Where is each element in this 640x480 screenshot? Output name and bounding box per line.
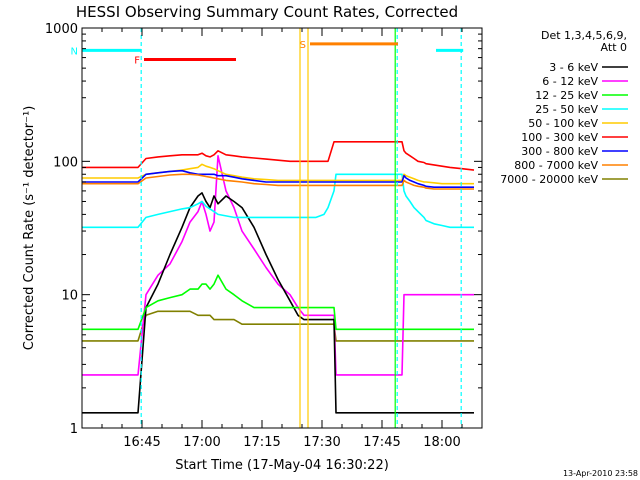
x-axis-label: Start Time (17-May-04 16:30:22) <box>175 458 389 473</box>
x-tick-label: 17:00 <box>183 435 220 450</box>
legend-label-6: 300 - 800 keV <box>521 145 598 158</box>
legend-label-5: 100 - 300 keV <box>521 131 598 144</box>
x-tick-label: 16:45 <box>123 435 160 450</box>
legend-label-1: 6 - 12 keV <box>542 75 598 88</box>
annotation-label-F: F <box>134 56 140 67</box>
y-tick-label: 1000 <box>45 22 78 37</box>
legend-label-0: 3 - 6 keV <box>549 61 598 74</box>
series-line-6 <box>82 169 474 188</box>
y-tick-label: 10 <box>61 289 78 304</box>
x-tick-label: 17:15 <box>243 435 280 450</box>
legend-header-line-2: Att 0 <box>601 41 627 54</box>
x-tick-label: 17:45 <box>363 435 400 450</box>
chart-title: HESSI Observing Summary Count Rates, Cor… <box>76 3 458 21</box>
legend-label-3: 25 - 50 keV <box>535 103 598 116</box>
x-tick-label: 17:30 <box>303 435 340 450</box>
x-axis-ticks: 16:45 17:00 17:15 17:30 17:45 18:00 <box>81 28 483 450</box>
legend-header-line-1: Det 1,3,4,5,6,9, <box>541 29 627 42</box>
legend-label-7: 800 - 7000 keV <box>514 159 598 172</box>
series-line-4 <box>82 163 474 185</box>
series-line-2 <box>82 274 474 331</box>
annotation-label-N: N <box>71 46 78 57</box>
annotation-bars: N F S <box>71 40 464 67</box>
y-tick-label: 100 <box>53 155 78 170</box>
legend-label-4: 50 - 100 keV <box>528 117 598 130</box>
annotation-label-S: S <box>300 40 306 51</box>
series-line-7 <box>82 173 474 190</box>
series-line-3 <box>82 173 474 229</box>
series-line-1 <box>82 155 474 376</box>
x-tick-label: 18:00 <box>423 435 460 450</box>
y-axis-ticks: 1 10 100 1000 <box>45 22 482 437</box>
legend-label-2: 12 - 25 keV <box>535 89 598 102</box>
y-tick-label: 1 <box>70 422 78 437</box>
footer-date: 13-Apr-2010 23:58 <box>563 469 638 478</box>
vertical-markers <box>140 28 462 428</box>
series-line-5 <box>82 141 475 171</box>
y-axis-label: Corrected Count Rate (s⁻¹ detector⁻¹) <box>22 106 37 351</box>
plot-area <box>82 141 475 414</box>
legend-label-8: 7000 - 20000 keV <box>500 173 598 186</box>
series-line-8 <box>82 310 474 342</box>
